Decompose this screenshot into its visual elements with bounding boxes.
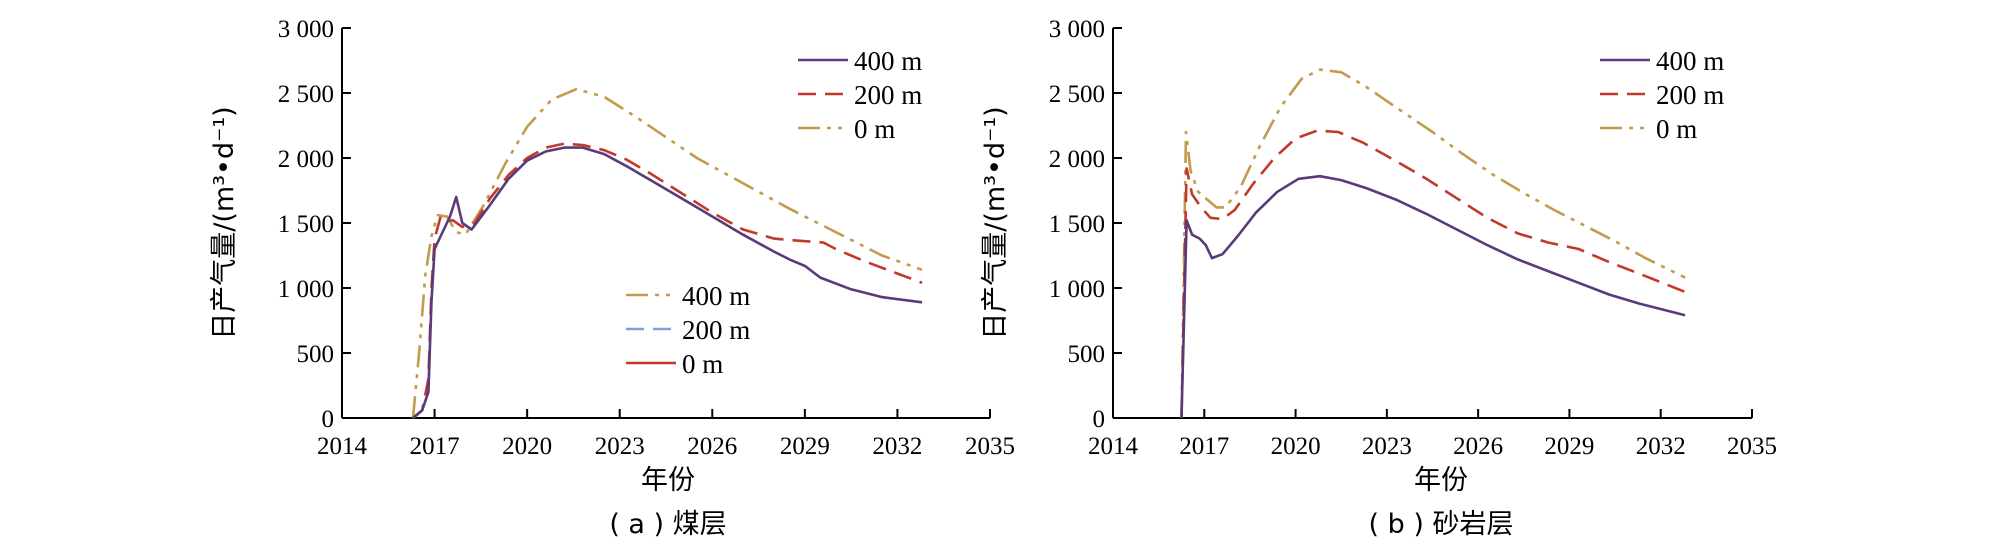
x-tick-label: 2029	[1544, 433, 1594, 460]
legend-label: 200 m	[1656, 80, 1724, 110]
panel-caption: ( a ) 煤层	[609, 509, 726, 540]
x-tick-label: 2026	[1453, 433, 1503, 460]
y-tick-label: 2 000	[1049, 146, 1105, 173]
legend-label: 0 m	[854, 114, 895, 144]
x-tick-label: 2035	[1727, 433, 1777, 460]
series-line-200m	[412, 142, 923, 419]
x-axis-title: 年份	[1414, 465, 1468, 496]
panel-caption: ( b ) 砂岩层	[1369, 509, 1514, 540]
y-tick-label: 3 000	[1049, 16, 1105, 43]
y-axis-title: 日产气量/(m³•d⁻¹)	[209, 106, 240, 339]
series-line-400m	[412, 146, 923, 419]
y-axis-title: 日产气量/(m³•d⁻¹)	[980, 106, 1011, 339]
chart-panel-b: 0 500 1 000 1 500 2 000 2 500 3 000 2014 2017 202…	[980, 16, 1777, 540]
y-tick-label: 500	[297, 341, 335, 368]
chart-panel-a: 0 500 1 000 1 500 2 000 2 500 3 000 2014 2017 202…	[209, 16, 1015, 540]
series-line-0m	[411, 87, 923, 419]
x-tick-label: 2035	[965, 433, 1015, 460]
y-tick-label: 2 000	[278, 146, 334, 173]
x-tick-label: 2032	[1636, 433, 1686, 460]
x-tick-label: 2032	[872, 433, 922, 460]
x-tick-label: 2014	[1088, 433, 1139, 460]
y-tick-label: 0	[322, 406, 335, 433]
x-tick-label: 2029	[780, 433, 830, 460]
legend-label: 0 m	[1656, 114, 1697, 144]
x-tick-label: 2026	[687, 433, 737, 460]
x-axis-title: 年份	[641, 465, 695, 496]
legend-label: 400 m	[682, 281, 750, 311]
x-tick-label: 2023	[595, 433, 645, 460]
legend-label: 400 m	[854, 46, 922, 76]
y-tick-label: 1 500	[278, 211, 334, 238]
y-tick-label: 1 000	[1049, 276, 1105, 303]
legend-label: 0 m	[682, 349, 723, 379]
y-tick-label: 1 500	[1049, 211, 1105, 238]
y-tick-label: 500	[1068, 341, 1106, 368]
y-tick-label: 2 500	[1049, 81, 1105, 108]
legend-label: 400 m	[1656, 46, 1724, 76]
y-tick-label: 2 500	[278, 81, 334, 108]
x-tick-label: 2020	[1271, 433, 1321, 460]
legend-label: 200 m	[682, 315, 750, 345]
legend-label: 200 m	[854, 80, 922, 110]
series-line-200m	[1180, 129, 1686, 419]
x-tick-label: 2017	[410, 433, 460, 460]
y-tick-label: 3 000	[278, 16, 334, 43]
x-tick-label: 2014	[317, 433, 368, 460]
x-tick-label: 2017	[1179, 433, 1229, 460]
series-line-400m	[1180, 174, 1686, 419]
series-line-0m	[1180, 68, 1686, 419]
x-tick-label: 2023	[1362, 433, 1412, 460]
y-tick-label: 1 000	[278, 276, 334, 303]
y-tick-label: 0	[1093, 406, 1106, 433]
x-tick-label: 2020	[502, 433, 552, 460]
